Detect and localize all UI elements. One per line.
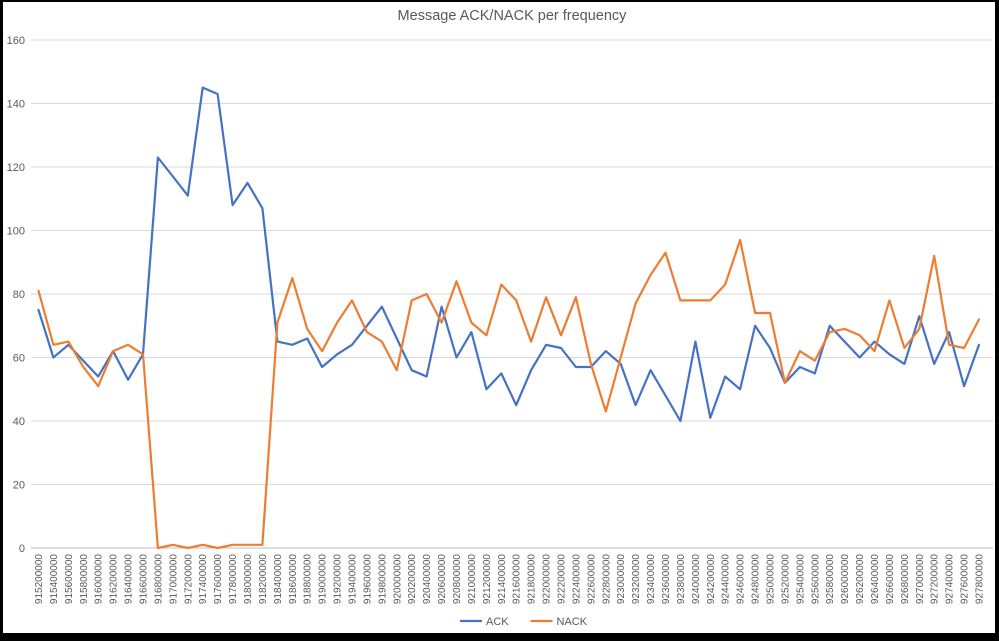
plot-area: 0 20 40 60 80 100 120 140 160 Message ACK/NACK pe… (7, 8, 993, 628)
x-tick-label: 920600000 (437, 554, 448, 604)
x-tick-label: 923400000 (646, 554, 657, 604)
y-tick-label: 140 (7, 99, 25, 111)
x-tick-label: 918200000 (258, 554, 269, 604)
legend-item-nack[interactable]: NACK (530, 616, 588, 628)
x-tick-label: 915200000 (34, 554, 45, 604)
x-tick-label: 921600000 (512, 554, 523, 604)
x-tick-label: 916600000 (139, 554, 150, 604)
x-tick-label: 926400000 (870, 554, 881, 604)
x-tick-label: 917400000 (198, 554, 209, 604)
x-tick-label: 923600000 (661, 554, 672, 604)
x-tick-label: 923200000 (631, 554, 642, 604)
x-tick-label: 924400000 (721, 554, 732, 604)
x-tick-label: 920800000 (452, 554, 463, 604)
x-tick-label: 916200000 (109, 554, 120, 604)
x-tick-label: 927600000 (960, 554, 971, 604)
y-tick-label: 0 (19, 543, 25, 555)
legend-label-nack: NACK (557, 616, 588, 628)
x-tick-label: 918400000 (273, 554, 284, 604)
x-tick-label: 921400000 (497, 554, 508, 604)
x-tick-label: 921800000 (527, 554, 538, 604)
x-tick-label: 920200000 (407, 554, 418, 604)
y-tick-label: 120 (7, 162, 25, 174)
x-tick-label: 925800000 (825, 554, 836, 604)
ack-line (37, 86, 981, 423)
x-tick-label: 917600000 (213, 554, 224, 604)
x-tick-label: 918000000 (243, 554, 254, 604)
legend-item-ack[interactable]: ACK (460, 616, 509, 628)
x-tick-label: 925000000 (766, 554, 777, 604)
x-tick-label: 921200000 (482, 554, 493, 604)
x-tick-label: 923000000 (616, 554, 627, 604)
legend-label-ack: ACK (486, 616, 509, 628)
x-tick-label: 926600000 (885, 554, 896, 604)
x-tick-label: 917800000 (228, 554, 239, 604)
x-tick-label: 924200000 (706, 554, 717, 604)
x-tick-label: 919200000 (333, 554, 344, 604)
x-tick-label: 921000000 (467, 554, 478, 604)
x-tick-label: 923800000 (676, 554, 687, 604)
x-tick-label: 916000000 (94, 554, 105, 604)
x-tick-label: 919000000 (318, 554, 329, 604)
x-tick-label: 925600000 (810, 554, 821, 604)
x-tick-label: 917000000 (168, 554, 179, 604)
x-tick-label: 922200000 (557, 554, 568, 604)
x-tick-label: 918800000 (303, 554, 314, 604)
y-tick-label: 160 (7, 35, 25, 47)
y-tick-label: 100 (7, 226, 25, 238)
x-tick-label: 922800000 (601, 554, 612, 604)
x-tick-label: 927400000 (945, 554, 956, 604)
x-tick-label: 919600000 (362, 554, 373, 604)
x-tick-label: 916800000 (153, 554, 164, 604)
x-tick-label: 917200000 (183, 554, 194, 604)
chart-title: Message ACK/NACK per frequency (398, 8, 628, 24)
x-tick-label: 924000000 (691, 554, 702, 604)
x-tick-label: 927200000 (930, 554, 941, 604)
x-tick-label: 925200000 (780, 554, 791, 604)
x-tick-label: 922400000 (571, 554, 582, 604)
x-tick-label: 924800000 (751, 554, 762, 604)
x-tick-label: 926200000 (855, 554, 866, 604)
x-tick-label: 927800000 (975, 554, 986, 604)
y-tick-label: 60 (13, 353, 25, 365)
x-tick-label: 920400000 (422, 554, 433, 604)
x-tick-label: 924600000 (736, 554, 747, 604)
x-tick-label: 922600000 (586, 554, 597, 604)
x-tick-label: 922000000 (542, 554, 553, 604)
x-tick-label: 916400000 (124, 554, 135, 604)
x-tick-label: 926000000 (840, 554, 851, 604)
y-tick-label: 20 (13, 480, 25, 492)
x-tick-label: 915600000 (64, 554, 75, 604)
x-tick-label: 919800000 (377, 554, 388, 604)
x-tick-label: 919400000 (348, 554, 359, 604)
y-tick-label: 40 (13, 416, 25, 428)
x-tick-label: 915400000 (49, 554, 60, 604)
x-tick-label: 927000000 (915, 554, 926, 604)
x-tick-label: 925400000 (795, 554, 806, 604)
y-tick-label: 80 (13, 289, 25, 301)
x-tick-label: 926800000 (900, 554, 911, 604)
x-tick-label: 920000000 (392, 554, 403, 604)
nack-line (37, 238, 981, 550)
x-tick-label: 918600000 (288, 554, 299, 604)
x-tick-label: 915800000 (79, 554, 90, 604)
